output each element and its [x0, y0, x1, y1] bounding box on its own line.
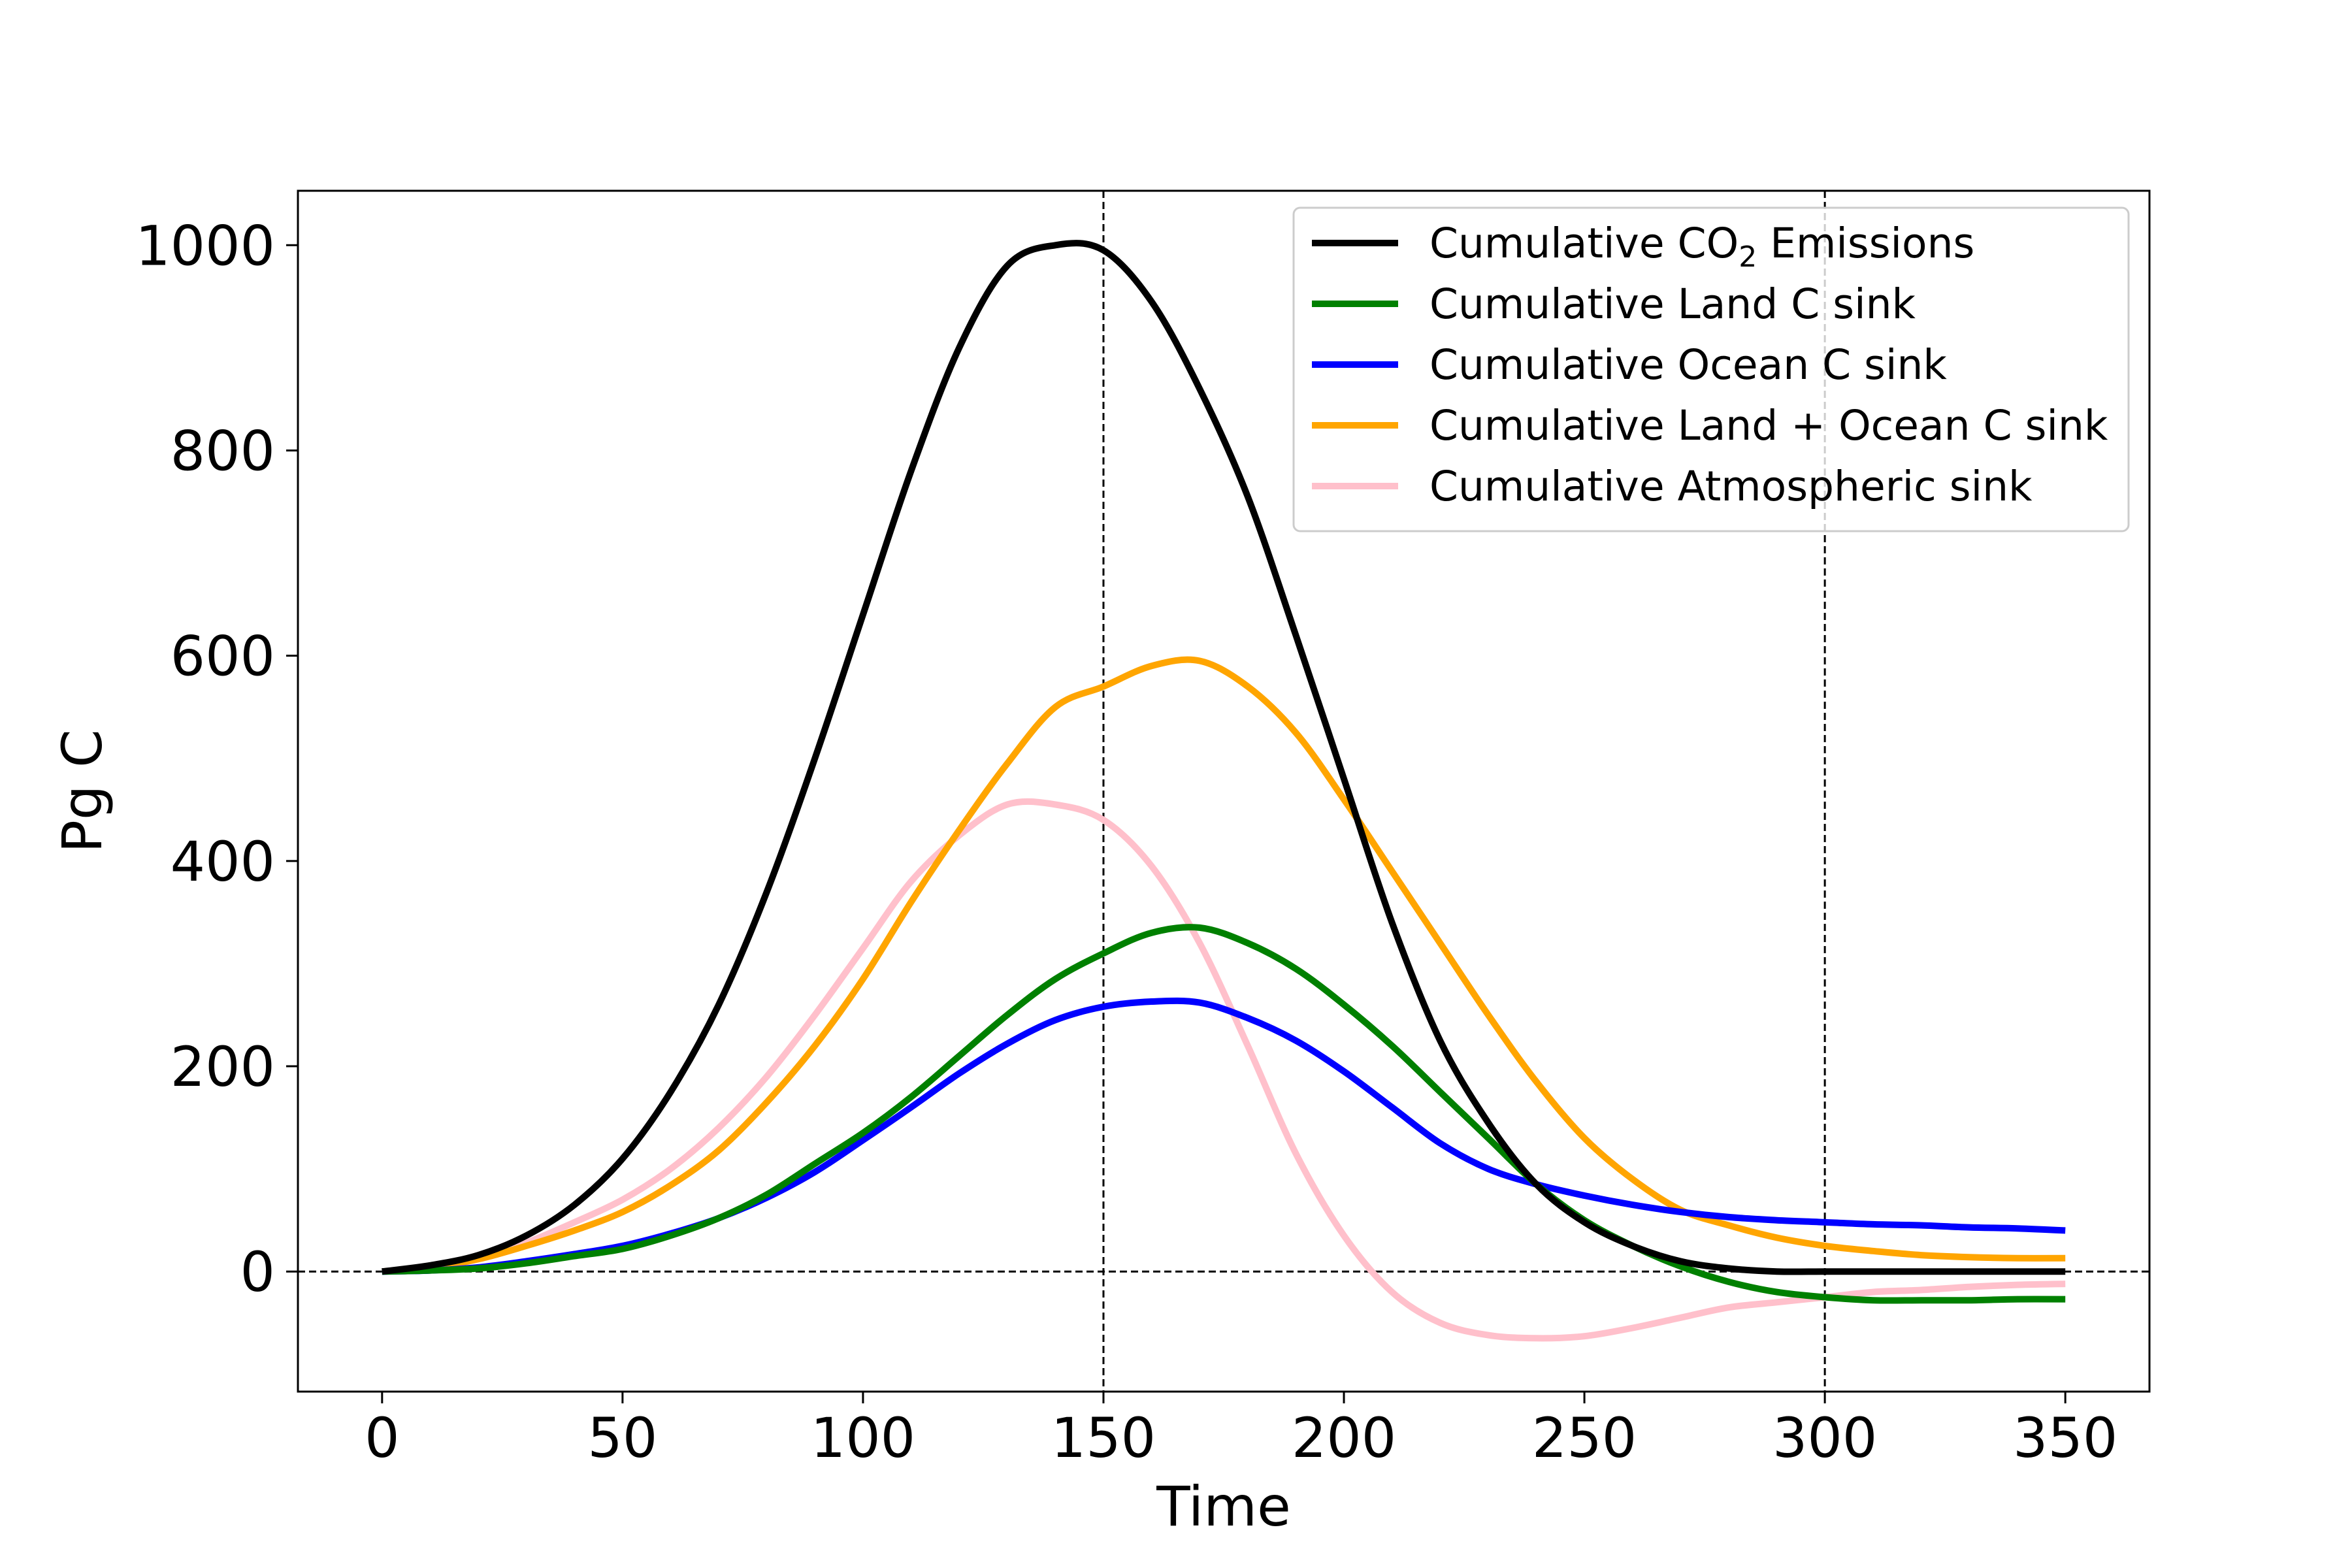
legend-label: Cumulative Atmospheric sink [1429, 463, 2033, 510]
y-tick-label: 600 [171, 625, 275, 689]
x-tick-label: 50 [587, 1406, 657, 1470]
x-tick-label: 300 [1772, 1406, 1877, 1470]
y-tick-label: 1000 [135, 214, 275, 278]
y-tick-label: 800 [171, 419, 275, 483]
y-axis-title: Pg C [50, 729, 114, 853]
x-tick-label: 150 [1051, 1406, 1156, 1470]
series-line-cumulative-land-c-sink [382, 924, 2066, 1304]
legend-box [1292, 206, 2130, 532]
plot-area [297, 189, 2151, 1393]
series-lines [382, 240, 2066, 1342]
series-line-cumulative-atmospheric-sink [382, 798, 2066, 1342]
series-line-cumulative-land-ocean-c-sink [382, 656, 2066, 1275]
legend: Cumulative CO2 Emissions Cumulative Land … [1292, 206, 2130, 532]
y-axis: 0 200 400 600 800 1000 [135, 214, 298, 1304]
y-tick-label: 200 [171, 1035, 275, 1099]
legend-label: Cumulative Land C sink [1429, 280, 1916, 328]
x-tick-label: 0 [365, 1406, 399, 1470]
x-tick-label: 350 [2013, 1406, 2117, 1470]
y-tick-label: 0 [240, 1240, 275, 1304]
x-tick-label: 250 [1532, 1406, 1637, 1470]
legend-label: Cumulative Ocean C sink [1429, 341, 1947, 389]
x-axis-title: Time [1156, 1475, 1291, 1539]
x-tick-label: 100 [811, 1406, 915, 1470]
series-line-cumulative-co2-emissions [382, 240, 2066, 1275]
plot-frame [297, 189, 2151, 1393]
legend-label: Cumulative CO2 Emissions [1429, 220, 1974, 274]
y-tick-label: 400 [171, 830, 275, 894]
x-axis: 0 50 100 150 200 250 300 350 [365, 1392, 2117, 1470]
legend-label: Cumulative Land + Ocean C sink [1429, 402, 2108, 449]
x-tick-label: 200 [1292, 1406, 1396, 1470]
